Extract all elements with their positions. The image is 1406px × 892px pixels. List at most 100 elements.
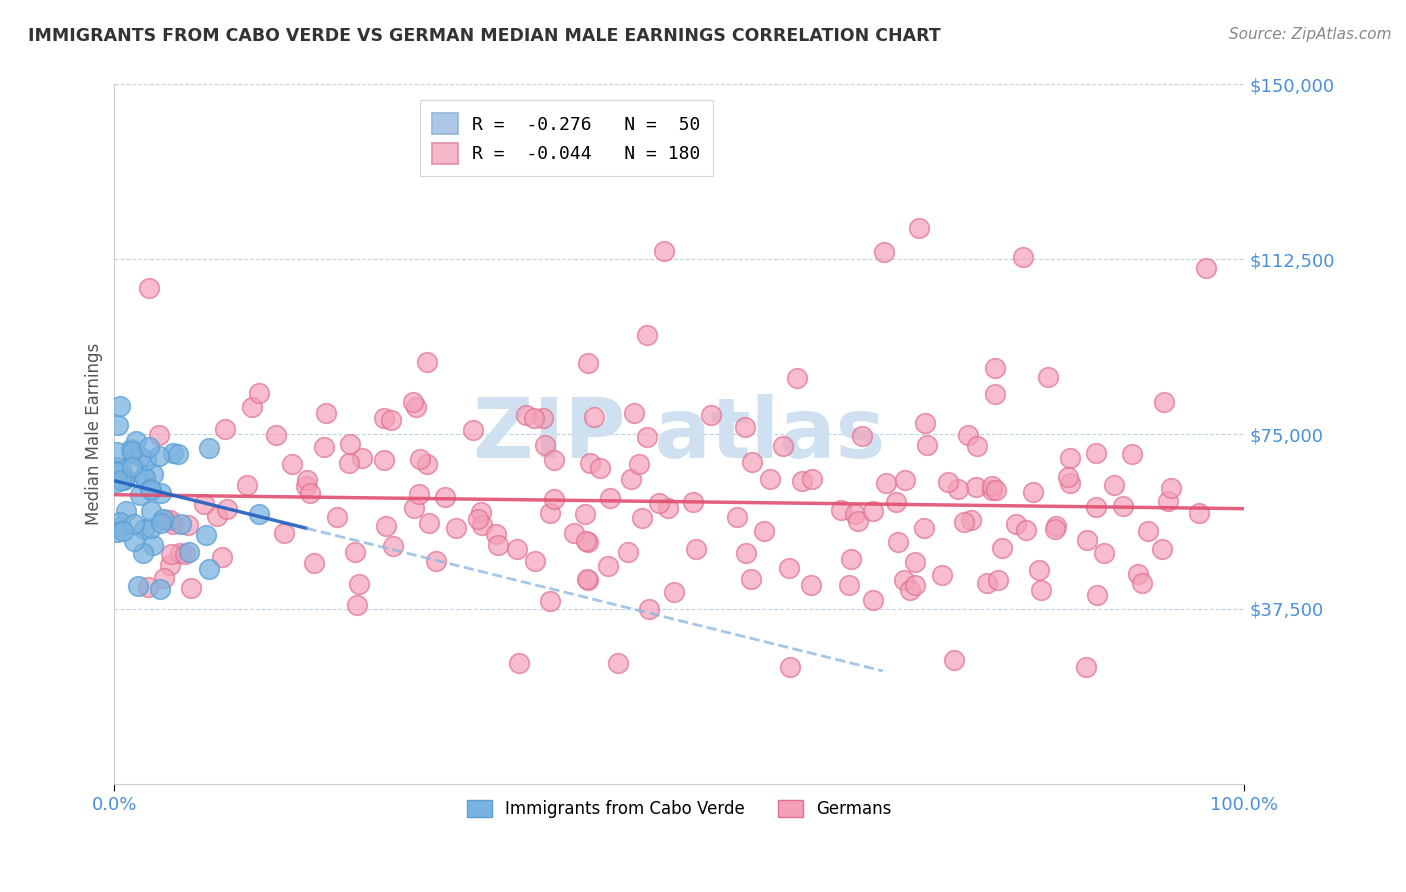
Point [1156, 494, 1178, 508]
Point [1085, 446, 1108, 460]
Point [273, 526, 295, 541]
Point [907, 221, 929, 235]
Point [662, 584, 685, 599]
Point [741, 455, 763, 469]
Point [759, 472, 782, 486]
Point [139, 482, 162, 496]
Point [127, 578, 149, 592]
Point [446, 521, 468, 535]
Point [628, 457, 651, 471]
Point [124, 434, 146, 448]
Point [538, 506, 561, 520]
Point [984, 387, 1007, 401]
Legend: Immigrants from Cabo Verde, Germans: Immigrants from Cabo Verde, Germans [460, 793, 898, 824]
Point [159, 558, 181, 573]
Point [912, 521, 935, 535]
Point [984, 483, 1007, 497]
Point [966, 439, 988, 453]
Point [654, 244, 676, 259]
Point [543, 491, 565, 506]
Point [616, 545, 638, 559]
Point [121, 443, 143, 458]
Point [1137, 524, 1160, 539]
Point [508, 656, 530, 670]
Point [778, 561, 800, 575]
Point [418, 516, 440, 530]
Point [801, 472, 824, 486]
Point [315, 406, 337, 420]
Point [114, 471, 136, 485]
Point [236, 477, 259, 491]
Point [582, 410, 605, 425]
Point [134, 471, 156, 485]
Point [240, 400, 263, 414]
Point [790, 474, 813, 488]
Point [589, 461, 612, 475]
Point [179, 545, 201, 559]
Point [471, 517, 494, 532]
Point [838, 578, 860, 592]
Point [862, 504, 884, 518]
Point [380, 413, 402, 427]
Point [735, 546, 758, 560]
Point [325, 509, 347, 524]
Point [576, 356, 599, 370]
Point [110, 461, 132, 475]
Point [169, 546, 191, 560]
Point [596, 558, 619, 573]
Point [470, 506, 492, 520]
Point [862, 592, 884, 607]
Point [295, 479, 318, 493]
Point [408, 487, 430, 501]
Point [523, 411, 546, 425]
Point [155, 513, 177, 527]
Point [607, 656, 630, 670]
Point [139, 521, 162, 535]
Point [987, 574, 1010, 588]
Point [114, 504, 136, 518]
Point [1031, 583, 1053, 598]
Point [193, 497, 215, 511]
Point [402, 395, 425, 409]
Point [121, 459, 143, 474]
Point [846, 514, 869, 528]
Point [195, 528, 218, 542]
Point [152, 512, 174, 526]
Point [1152, 541, 1174, 556]
Point [506, 541, 529, 556]
Point [1188, 506, 1211, 520]
Point [631, 511, 654, 525]
Point [844, 507, 866, 521]
Point [141, 483, 163, 498]
Y-axis label: Median Male Earnings: Median Male Earnings [86, 343, 103, 525]
Point [991, 541, 1014, 556]
Point [873, 245, 896, 260]
Point [162, 517, 184, 532]
Point [159, 513, 181, 527]
Point [352, 451, 374, 466]
Point [280, 457, 302, 471]
Point [150, 485, 173, 500]
Point [700, 408, 723, 422]
Point [302, 556, 325, 570]
Point [1112, 499, 1135, 513]
Point [467, 512, 489, 526]
Point [830, 502, 852, 516]
Point [346, 598, 368, 612]
Point [772, 439, 794, 453]
Point [980, 479, 1002, 493]
Point [931, 568, 953, 582]
Point [1043, 522, 1066, 536]
Point [153, 571, 176, 585]
Point [576, 573, 599, 587]
Point [1085, 588, 1108, 602]
Point [682, 495, 704, 509]
Point [1076, 533, 1098, 547]
Point [180, 581, 202, 595]
Point [105, 525, 128, 540]
Point [402, 500, 425, 515]
Point [122, 534, 145, 549]
Point [1059, 450, 1081, 465]
Point [160, 548, 183, 562]
Point [875, 476, 897, 491]
